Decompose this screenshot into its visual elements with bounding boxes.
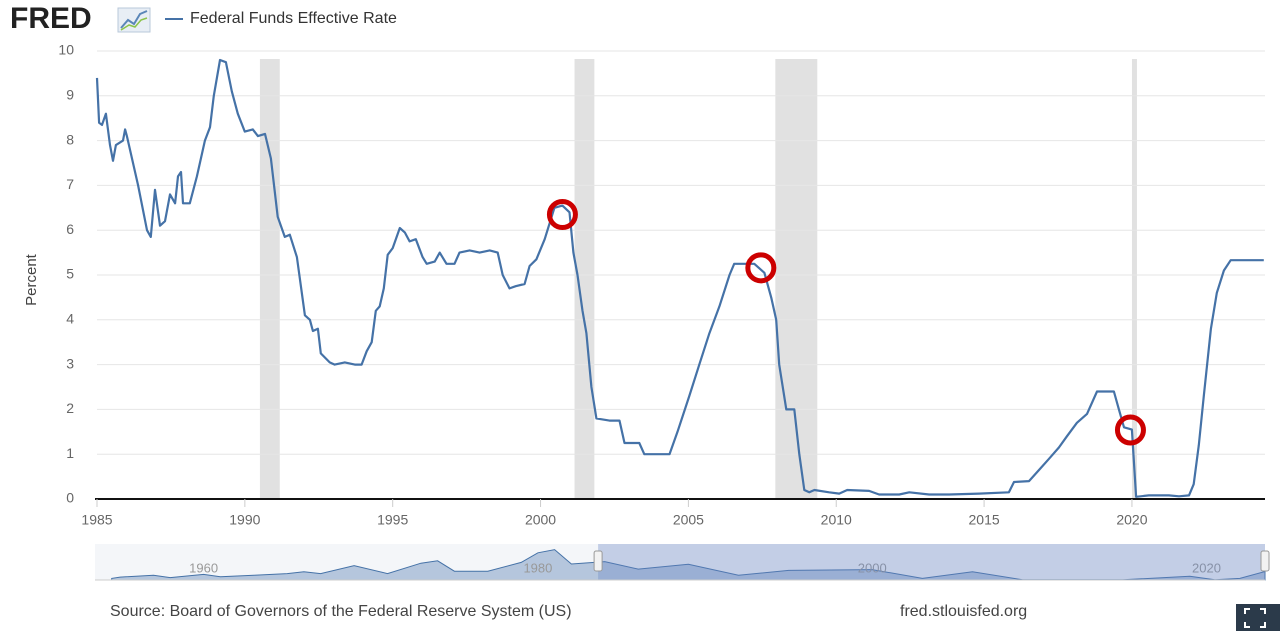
navigator-selection: [598, 544, 1265, 580]
x-tick-label: 2015: [969, 512, 1000, 528]
highlight-circle: [745, 252, 777, 284]
navigator-tick-label: 1960: [189, 560, 218, 575]
navigator-tick-label: 2020: [1192, 560, 1221, 575]
recession-band: [259, 59, 280, 499]
navigator-tick-label: 1980: [523, 560, 552, 575]
navigator-handle[interactable]: [593, 550, 603, 572]
site: fred.stlouisfed.org: [900, 603, 1027, 620]
y-tick-label: 7: [66, 176, 74, 192]
y-tick-label: 8: [66, 131, 74, 147]
logo-icon: [117, 7, 151, 33]
y-tick-label: 1: [66, 445, 74, 461]
recession-band: [1131, 59, 1137, 499]
legend-label: Federal Funds Effective Rate: [190, 10, 397, 27]
y-tick-label: 10: [58, 42, 74, 58]
x-tick-label: 2020: [1116, 512, 1147, 528]
navigator-tick-label: 2000: [858, 560, 887, 575]
logo: FRED: [10, 2, 92, 35]
y-tick-label: 6: [66, 221, 74, 237]
y-tick-label: 0: [66, 490, 74, 506]
navigator-handle[interactable]: [1260, 550, 1270, 572]
x-tick-label: 1990: [229, 512, 260, 528]
y-tick-label: 4: [66, 311, 74, 327]
fullscreen-icon[interactable]: [1236, 604, 1280, 631]
source: Source: Board of Governors of the Federa…: [110, 603, 572, 620]
y-tick-label: 9: [66, 87, 74, 103]
recession-band: [574, 59, 595, 499]
x-tick-label: 2005: [673, 512, 704, 528]
x-tick-label: 1985: [81, 512, 112, 528]
highlight-circle: [1114, 414, 1146, 446]
y-tick-label: 3: [66, 355, 74, 371]
highlight-circle: [546, 199, 578, 231]
x-tick-label: 2010: [821, 512, 852, 528]
y-tick-label: 2: [66, 400, 74, 416]
y-tick-label: 5: [66, 266, 74, 282]
x-tick-label: 2000: [525, 512, 556, 528]
data-line: [95, 58, 1264, 498]
y-axis-label: Percent: [23, 253, 40, 306]
x-tick-label: 1995: [377, 512, 408, 528]
